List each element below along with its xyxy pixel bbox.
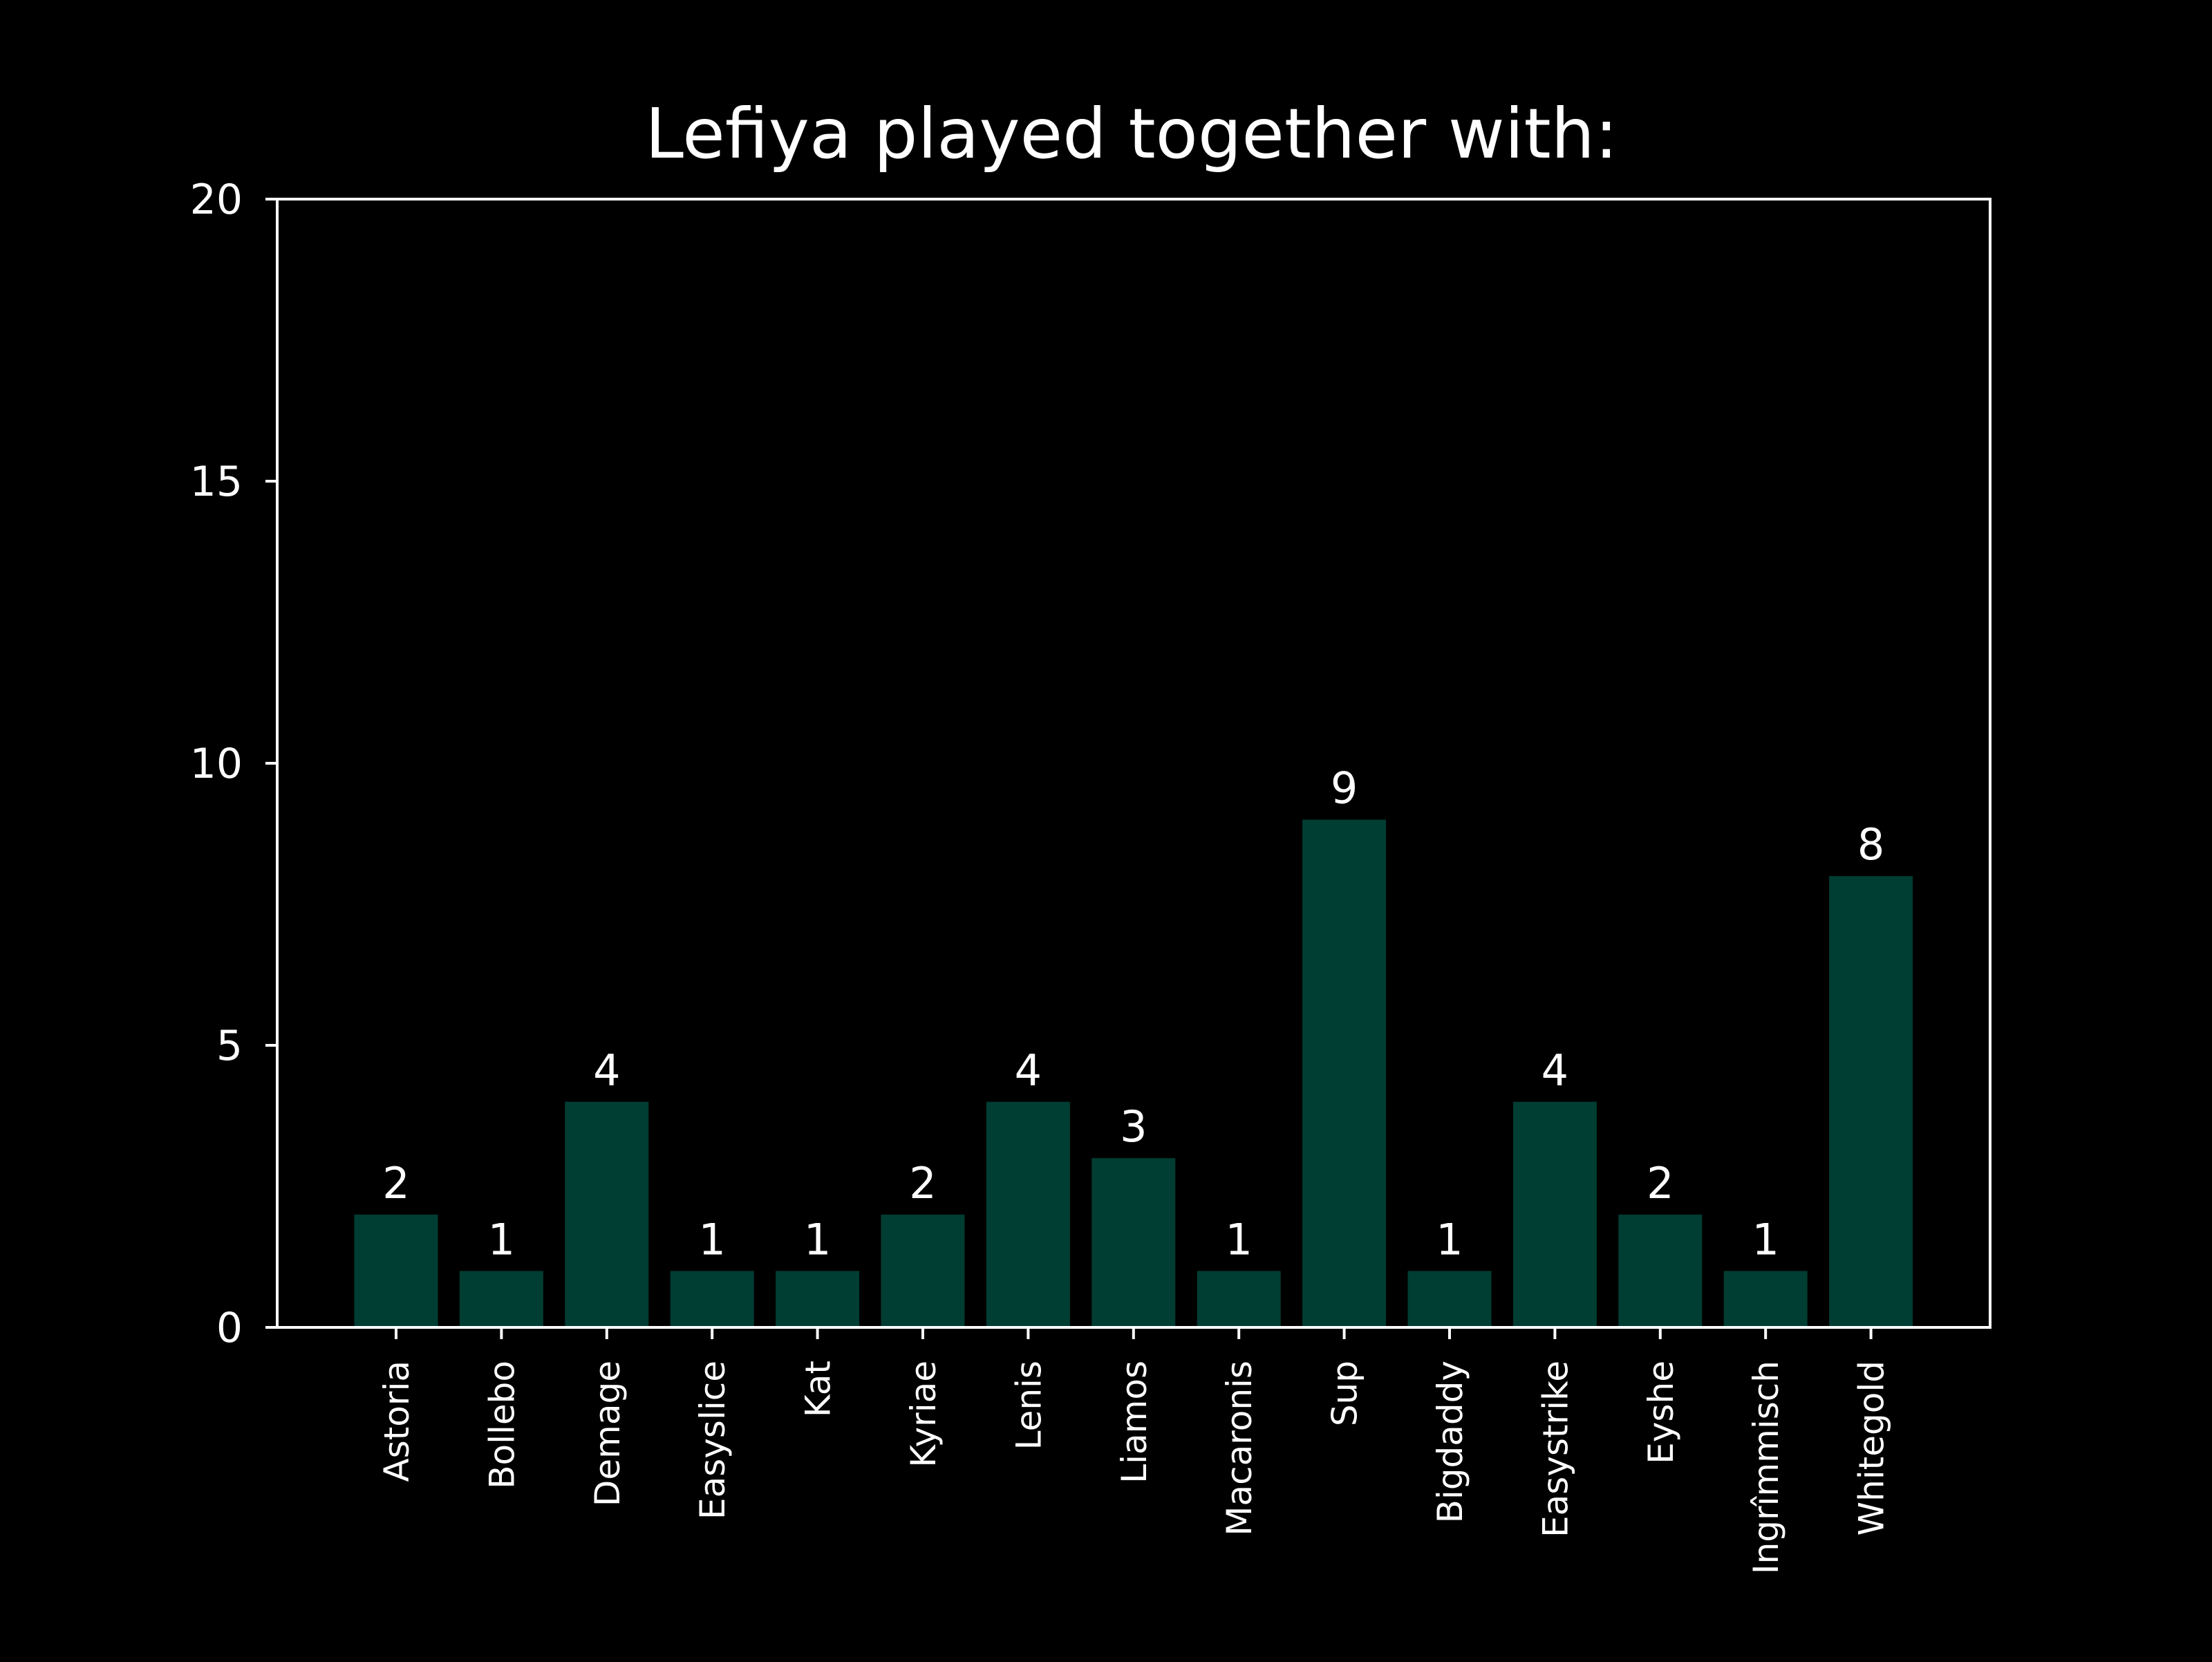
- x-tick-label: Easyslice: [693, 1361, 733, 1520]
- chart-title: Lefiya played together with:: [645, 93, 1618, 174]
- data-label: 1: [1436, 1214, 1463, 1264]
- x-tick-label: Bollebo: [482, 1361, 522, 1489]
- data-label: 1: [698, 1214, 725, 1264]
- bar-sup: [1302, 819, 1387, 1327]
- data-label: 9: [1331, 763, 1358, 814]
- x-tick-label: Easystrike: [1535, 1361, 1575, 1538]
- bar-bollebo: [459, 1271, 543, 1327]
- x-tick-label: Ingrîmmisch: [1746, 1361, 1786, 1574]
- bar-bigdaddy: [1407, 1271, 1492, 1327]
- bar-macaronis: [1197, 1271, 1281, 1327]
- data-label: 1: [1752, 1214, 1779, 1264]
- data-label: 2: [909, 1158, 936, 1208]
- y-tick-label: 15: [190, 458, 243, 506]
- data-label: 3: [1120, 1101, 1147, 1152]
- x-tick-label: Demage: [588, 1361, 628, 1506]
- x-axis: Astoria Bollebo Demage Easyslice Kat Kyriae Le…: [377, 1327, 1892, 1574]
- data-label: 8: [1857, 819, 1884, 870]
- x-tick-label: Whitegold: [1852, 1361, 1892, 1535]
- bar-easyslice: [670, 1271, 754, 1327]
- bar-kyriae: [881, 1214, 965, 1327]
- data-label: 4: [1015, 1045, 1042, 1096]
- x-tick-label: Lenis: [1009, 1361, 1049, 1450]
- bar-kat: [776, 1271, 860, 1327]
- data-label: 4: [1541, 1045, 1568, 1096]
- bar-liamos: [1091, 1158, 1176, 1327]
- x-tick-label: Astoria: [377, 1361, 417, 1482]
- data-labels-layer: 2 1 4 1 1 2 4 3 1 9 1 4 2 1 8: [382, 763, 1884, 1265]
- bar-demage: [565, 1101, 649, 1327]
- bar-astoria: [354, 1214, 438, 1327]
- x-tick-label: Kyriae: [903, 1361, 944, 1468]
- y-tick-label: 0: [216, 1304, 243, 1352]
- plot-frame: [276, 198, 1991, 1329]
- data-label: 2: [382, 1158, 409, 1208]
- x-tick-label: Macaronis: [1219, 1361, 1259, 1536]
- x-tick-label: Bigdaddy: [1430, 1361, 1470, 1523]
- y-axis: 0 5 10 15 20: [190, 176, 277, 1352]
- data-label: 4: [593, 1045, 620, 1096]
- data-label: 1: [1225, 1214, 1252, 1264]
- bar-lenis: [986, 1101, 1070, 1327]
- y-tick-label: 10: [190, 740, 243, 788]
- bars-layer: [354, 819, 1913, 1327]
- data-label: 2: [1647, 1158, 1674, 1208]
- x-tick-label: Kat: [798, 1361, 838, 1417]
- bar-eyshe: [1618, 1214, 1703, 1327]
- data-label: 1: [804, 1214, 831, 1264]
- bar-easystrike: [1512, 1101, 1597, 1327]
- y-tick-label: 5: [216, 1022, 243, 1070]
- y-tick-label: 20: [190, 176, 243, 224]
- data-label: 1: [488, 1214, 515, 1264]
- bar-whitegold: [1829, 876, 1913, 1327]
- bar-ingrîmmisch: [1723, 1271, 1808, 1327]
- x-tick-label: Liamos: [1114, 1361, 1154, 1484]
- x-tick-label: Eyshe: [1641, 1361, 1681, 1464]
- x-tick-label: Sup: [1325, 1361, 1365, 1426]
